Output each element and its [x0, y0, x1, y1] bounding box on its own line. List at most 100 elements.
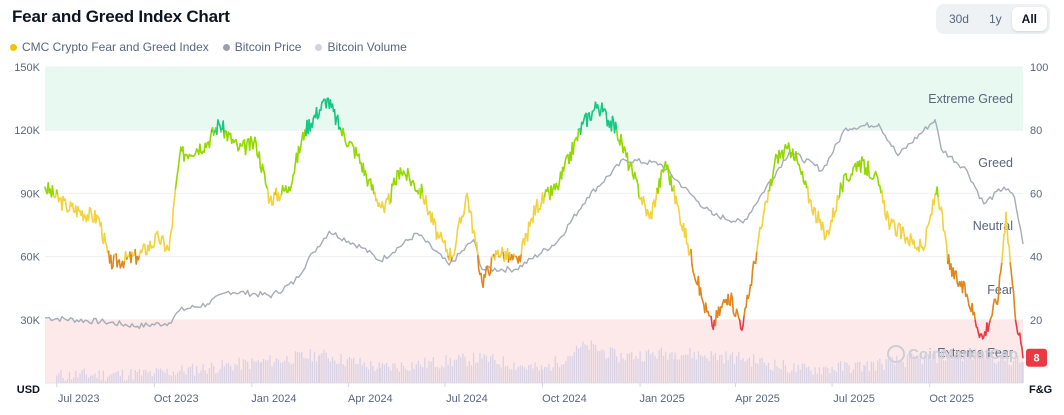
fear-greed-segment: [944, 236, 948, 246]
volume-bar: [255, 361, 257, 383]
volume-bar: [541, 369, 544, 383]
volume-bar: [379, 367, 381, 383]
fear-greed-segment: [459, 215, 463, 224]
fear-greed-segment: [996, 293, 1000, 305]
volume-bar: [492, 353, 494, 383]
volume-bar: [685, 354, 687, 383]
fear-greed-segment: [325, 97, 329, 109]
volume-bar: [891, 357, 894, 383]
range-1y-button[interactable]: 1y: [988, 12, 1002, 26]
volume-bar: [213, 366, 215, 383]
volume-bar: [622, 358, 624, 383]
fear-greed-segment: [971, 302, 974, 316]
volume-bar: [664, 351, 667, 383]
volume-bar: [961, 361, 964, 383]
fear-greed-segment: [263, 173, 267, 185]
fear-greed-segment: [756, 234, 760, 245]
volume-bar: [1002, 351, 1004, 383]
volume-bar: [487, 362, 490, 383]
volume-bar: [265, 360, 267, 383]
current-value-badge-text: 8: [1033, 353, 1039, 365]
volume-bar: [143, 370, 145, 383]
volume-bar: [259, 362, 262, 383]
volume-bar: [839, 361, 842, 383]
fear-greed-segment: [738, 319, 742, 330]
volume-bar: [483, 354, 485, 383]
fear-greed-segment: [383, 202, 387, 214]
fear-greed-segment: [290, 181, 294, 188]
volume-bar: [318, 356, 320, 383]
fear-greed-segment: [489, 256, 493, 274]
fear-greed-segment: [168, 235, 171, 252]
volume-bar: [162, 370, 164, 383]
volume-bar: [147, 372, 149, 383]
volume-bar: [525, 369, 528, 383]
volume-bar: [738, 351, 740, 383]
fear-greed-segment: [718, 306, 722, 317]
x-axis-tick: Jan 2024: [251, 393, 296, 405]
left-axis-unit: USD: [17, 384, 40, 396]
volume-bar: [168, 374, 170, 383]
volume-bar: [455, 359, 458, 383]
volume-bar: [778, 368, 780, 383]
volume-bar: [70, 379, 73, 383]
volume-bar: [944, 360, 947, 383]
volume-bar: [119, 375, 122, 383]
volume-bar: [244, 360, 247, 383]
fear-greed-segment: [654, 198, 657, 208]
volume-bar: [532, 368, 534, 383]
volume-bar: [398, 371, 400, 383]
volume-bar: [100, 379, 102, 383]
volume-bar: [365, 366, 368, 383]
volume-bar: [346, 359, 349, 383]
range-30d-button[interactable]: 30d: [948, 12, 969, 26]
volume-bar: [868, 371, 870, 383]
volume-bar: [925, 353, 928, 383]
legend-item-bitcoin-volume[interactable]: Bitcoin Volume: [315, 40, 407, 54]
legend-item-bitcoin-price[interactable]: Bitcoin Price: [222, 40, 301, 54]
volume-bar: [277, 359, 280, 383]
volume-bar: [1008, 364, 1010, 383]
fear-greed-segment: [955, 270, 959, 284]
volume-bar: [776, 366, 778, 383]
fear-greed-segment: [953, 270, 956, 280]
fear-greed-segment: [258, 151, 262, 169]
volume-bar: [921, 364, 923, 383]
volume-bar: [236, 365, 238, 383]
volume-bar: [729, 354, 731, 383]
volume-bar: [932, 353, 934, 383]
volume-bar: [626, 353, 629, 383]
volume-bar: [797, 364, 799, 383]
fear-greed-segment: [772, 161, 776, 170]
volume-bar: [344, 365, 346, 383]
fear-greed-segment: [455, 227, 459, 241]
volume-bar: [820, 374, 823, 383]
fear-greed-segment: [169, 230, 172, 238]
volume-bar: [111, 373, 113, 383]
volume-bar: [217, 372, 219, 383]
fear-greed-segment: [743, 307, 746, 318]
volume-bar: [515, 369, 517, 383]
volume-bar: [618, 362, 620, 383]
fear-greed-segment: [620, 134, 623, 144]
chart-legend: CMC Crypto Fear and Greed Index Bitcoin …: [10, 40, 407, 54]
fear-greed-segment: [1006, 227, 1009, 244]
volume-bar: [481, 358, 483, 383]
volume-bar: [812, 374, 814, 383]
volume-bar: [580, 347, 582, 383]
volume-bar: [725, 351, 727, 383]
fear-greed-segment: [801, 170, 805, 182]
range-all-button[interactable]: All: [1011, 7, 1047, 31]
volume-bar: [695, 359, 697, 383]
legend-item-fear-greed[interactable]: CMC Crypto Fear and Greed Index: [10, 40, 209, 54]
volume-bar: [251, 358, 253, 383]
fear-greed-segment: [463, 203, 466, 215]
volume-bar: [151, 376, 153, 383]
volume-bar: [710, 351, 712, 383]
volume-bar: [313, 351, 316, 383]
fear-greed-segment: [1011, 282, 1015, 293]
volume-bar: [157, 369, 160, 383]
volume-bar: [221, 359, 223, 383]
volume-bar: [877, 360, 879, 383]
